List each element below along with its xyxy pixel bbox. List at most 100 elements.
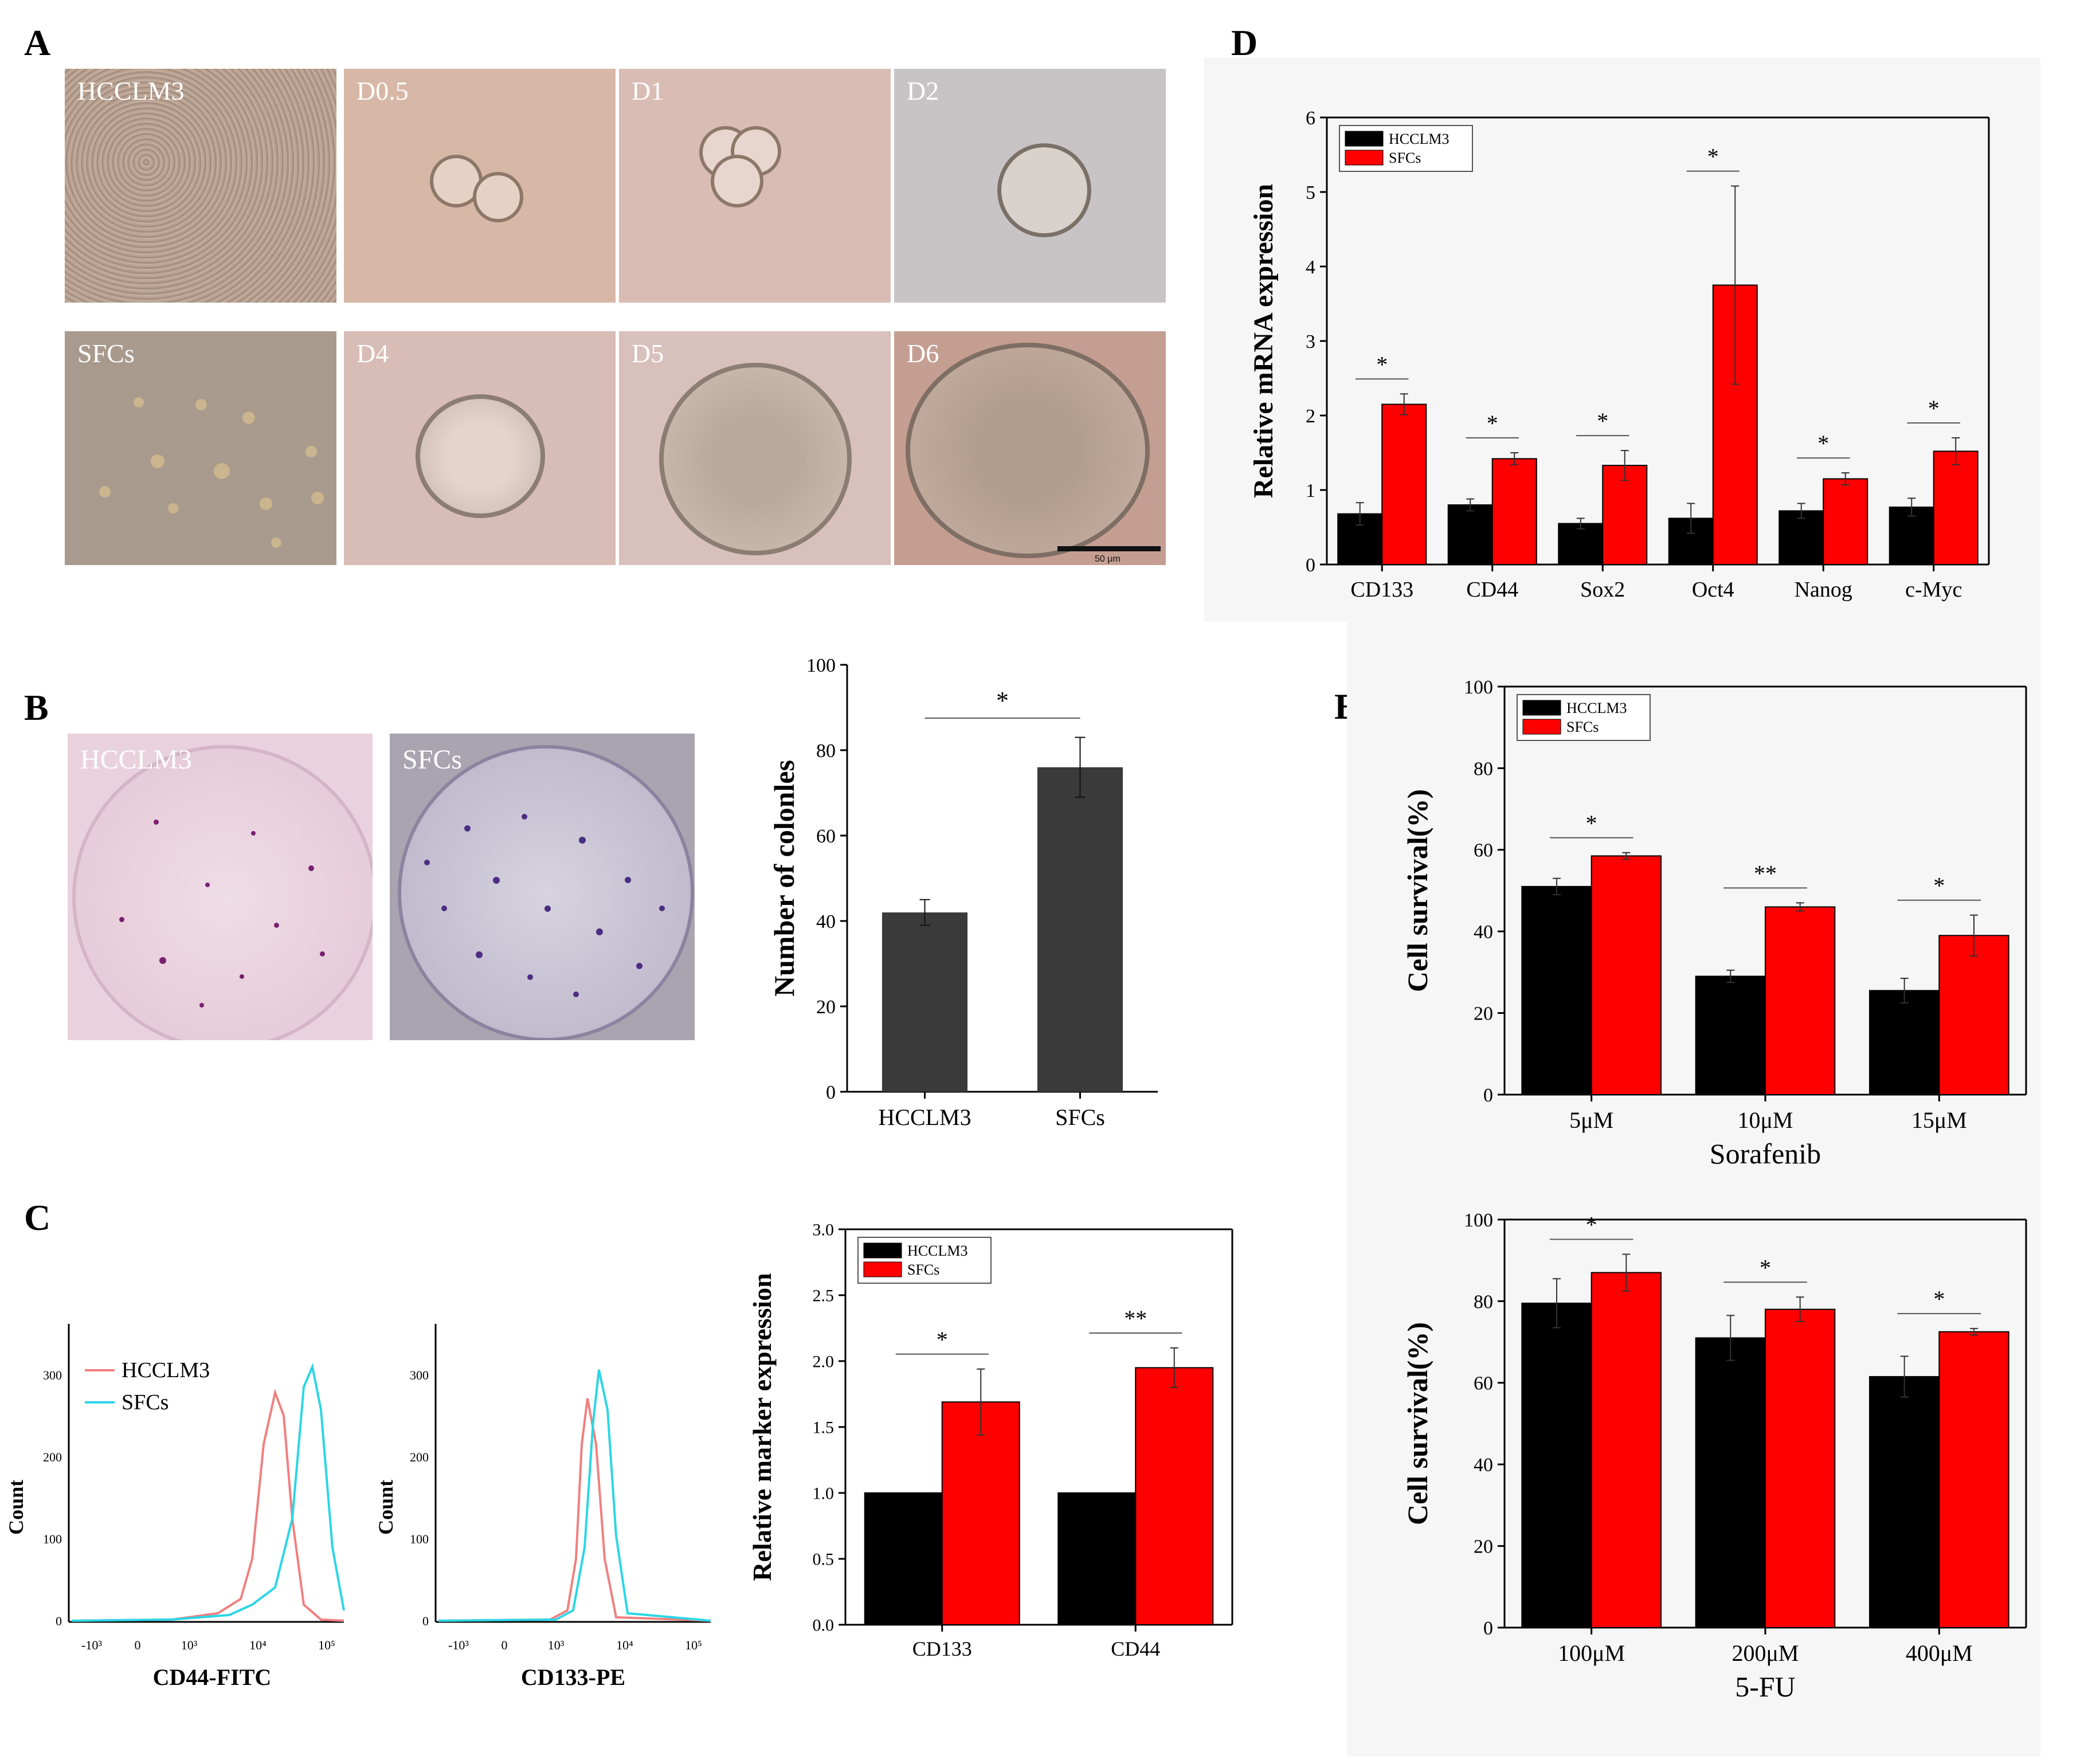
spheroid [195,399,207,410]
y-tick-label: 40 [1474,922,1493,943]
significance-mark: ** [1754,860,1777,886]
bar-hcclm3 [1558,523,1604,565]
bar-hcclm3 [1869,990,1940,1095]
significance-mark: * [1487,410,1498,436]
colony [240,974,244,979]
legend-swatch [863,1242,902,1259]
colony [625,877,631,883]
y-axis-label: Cell survival(%) [1401,1322,1433,1525]
x-axis-label: Sorafenib [1710,1138,1821,1170]
y-tick-label: 20 [1474,1003,1493,1025]
bar-hcclm3 [1695,975,1766,1096]
scale-bar [1057,546,1161,551]
x-tick-label: 5μM [1569,1107,1613,1133]
bar-sfcs [941,1401,1020,1626]
bar-sfcs [1381,403,1427,565]
colony [636,963,643,969]
colony [464,825,471,832]
colony [320,951,325,957]
flow-xtick: 10³ [181,1638,198,1652]
micro-label: D0.5 [356,76,409,105]
bar-sfcs [1602,465,1648,565]
x-tick-label: 15μM [1911,1107,1967,1133]
colony [205,883,210,887]
y-tick-label: 0.5 [813,1550,835,1569]
spheroid [134,397,144,407]
spheroid [271,538,281,548]
x-tick-label: c-Myc [1905,578,1962,602]
bar-sfcs [1491,458,1537,566]
y-tick-label: 0 [1306,555,1315,576]
y-tick-label: 60 [1474,840,1493,861]
x-tick-label: HCCLM3 [878,1104,971,1130]
x-axis-label: 5-FU [1735,1671,1796,1703]
y-axis-label: Cell survival(%) [1401,789,1433,992]
spheroid [151,454,164,468]
micro-label: D1 [632,76,664,105]
legend-swatch [1345,150,1384,166]
spheroid [305,446,317,457]
y-axis-label: Number of colonles [768,760,800,997]
panel-letter-b: B [24,687,49,728]
flow-xtick: 10⁵ [318,1638,335,1652]
colony [159,957,166,964]
significance-mark: * [1933,873,1945,899]
colony [544,905,551,912]
bar-hcclm3 [864,1492,943,1625]
colony [199,1003,204,1008]
flow-xtick: -10³ [81,1638,102,1652]
flow-curve-hcclm3 [438,1398,711,1622]
bar-hcclm3 [1869,1376,1940,1629]
flow-cd44: Count 0 100 200 300 -10³ 0 10³ 10⁴ 10⁵ H… [5,1324,345,1690]
legend-swatch [1522,719,1561,735]
panel-letter-d: D [1231,22,1258,63]
bar [1037,767,1123,1092]
x-tick-label: Oct4 [1692,578,1734,602]
x-tick-label: 10μM [1737,1107,1793,1133]
flow-ylabel: Count [5,1480,28,1535]
y-tick-label: 40 [1474,1455,1493,1476]
flow-xtick: 10⁴ [249,1638,267,1652]
x-tick-label: Sox2 [1580,578,1625,602]
bar-hcclm3 [1695,1337,1766,1628]
bar-sfcs [1938,935,2009,1095]
micro-label: D2 [907,76,939,105]
flow-curve-hcclm3 [71,1388,344,1622]
flow-ylabel: Count [374,1480,397,1535]
significance-mark: * [1586,810,1597,836]
micro-d0-5: D0.5 [344,69,616,303]
panel-letter-c: C [24,1197,51,1238]
micro-label: SFCs [77,339,135,368]
flow-xtick: 10³ [548,1638,565,1652]
colony [424,860,430,865]
flow-ytick: 0 [422,1614,429,1628]
bar-hcclm3 [1521,1302,1592,1628]
micro-label: HCCLM3 [77,76,185,105]
spheroid [311,492,324,504]
micro-d2: D2 [894,69,1166,303]
y-tick-label: 0 [1483,1085,1493,1106]
dish-label: SFCs [402,744,463,775]
significance-mark: * [1760,1255,1771,1280]
significance-mark: * [1928,395,1940,421]
flow-xtick: 0 [502,1638,508,1652]
colony [274,923,279,928]
bar-sfcs [1938,1331,2009,1629]
bar-hcclm3 [1889,506,1934,566]
y-tick-label: 100 [1464,1210,1493,1231]
y-tick-label: 2.0 [813,1353,835,1371]
x-tick-label: 100μM [1558,1640,1625,1666]
y-tick-label: 1.0 [813,1484,835,1503]
flow-xtick: 0 [135,1638,141,1652]
y-tick-label: 2.5 [813,1287,835,1306]
micro-label: D6 [907,339,939,368]
significance-mark: ** [1124,1306,1147,1331]
micro-d1: D1 [619,69,891,303]
flow-ytick: 100 [410,1532,429,1546]
flow-xtick: -10³ [448,1638,469,1652]
y-tick-label: 80 [1474,758,1493,779]
spheroid [168,503,178,513]
legend-swatch [863,1261,902,1277]
plate [398,745,694,1040]
legend-label: SFCs [1389,150,1421,166]
